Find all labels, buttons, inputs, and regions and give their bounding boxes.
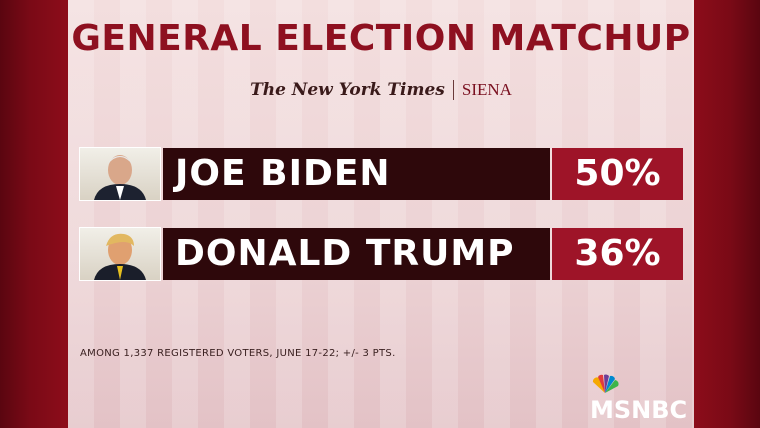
peacock (592, 374, 619, 393)
portrait (94, 233, 146, 280)
logos: The New York Times SIENA (68, 80, 694, 100)
title: GENERAL ELECTION MATCHUP (71, 18, 691, 59)
candidate-row: DONALD TRUMP 36% (80, 228, 684, 280)
candidate-name: JOE BIDEN (163, 148, 550, 200)
photo (80, 228, 160, 280)
source: The New York Times (250, 80, 445, 100)
network-name: MSNBC (590, 396, 688, 424)
candidate-row: JOE BIDEN 50% (80, 148, 684, 200)
separator (452, 80, 454, 100)
photo (80, 148, 160, 200)
footnote: AMONG 1,337 REGISTERED VOTERS, JUNE 17-2… (80, 348, 396, 359)
candidate-value: 36% (552, 228, 683, 280)
candidate-value: 50% (552, 148, 683, 200)
candidate-name: DONALD TRUMP (163, 228, 550, 280)
portrait (94, 155, 146, 200)
panel: GENERAL ELECTION MATCHUP The New York Ti… (68, 0, 694, 428)
network-logo: MSNBC (590, 368, 694, 424)
partner: SIENA (461, 80, 512, 99)
